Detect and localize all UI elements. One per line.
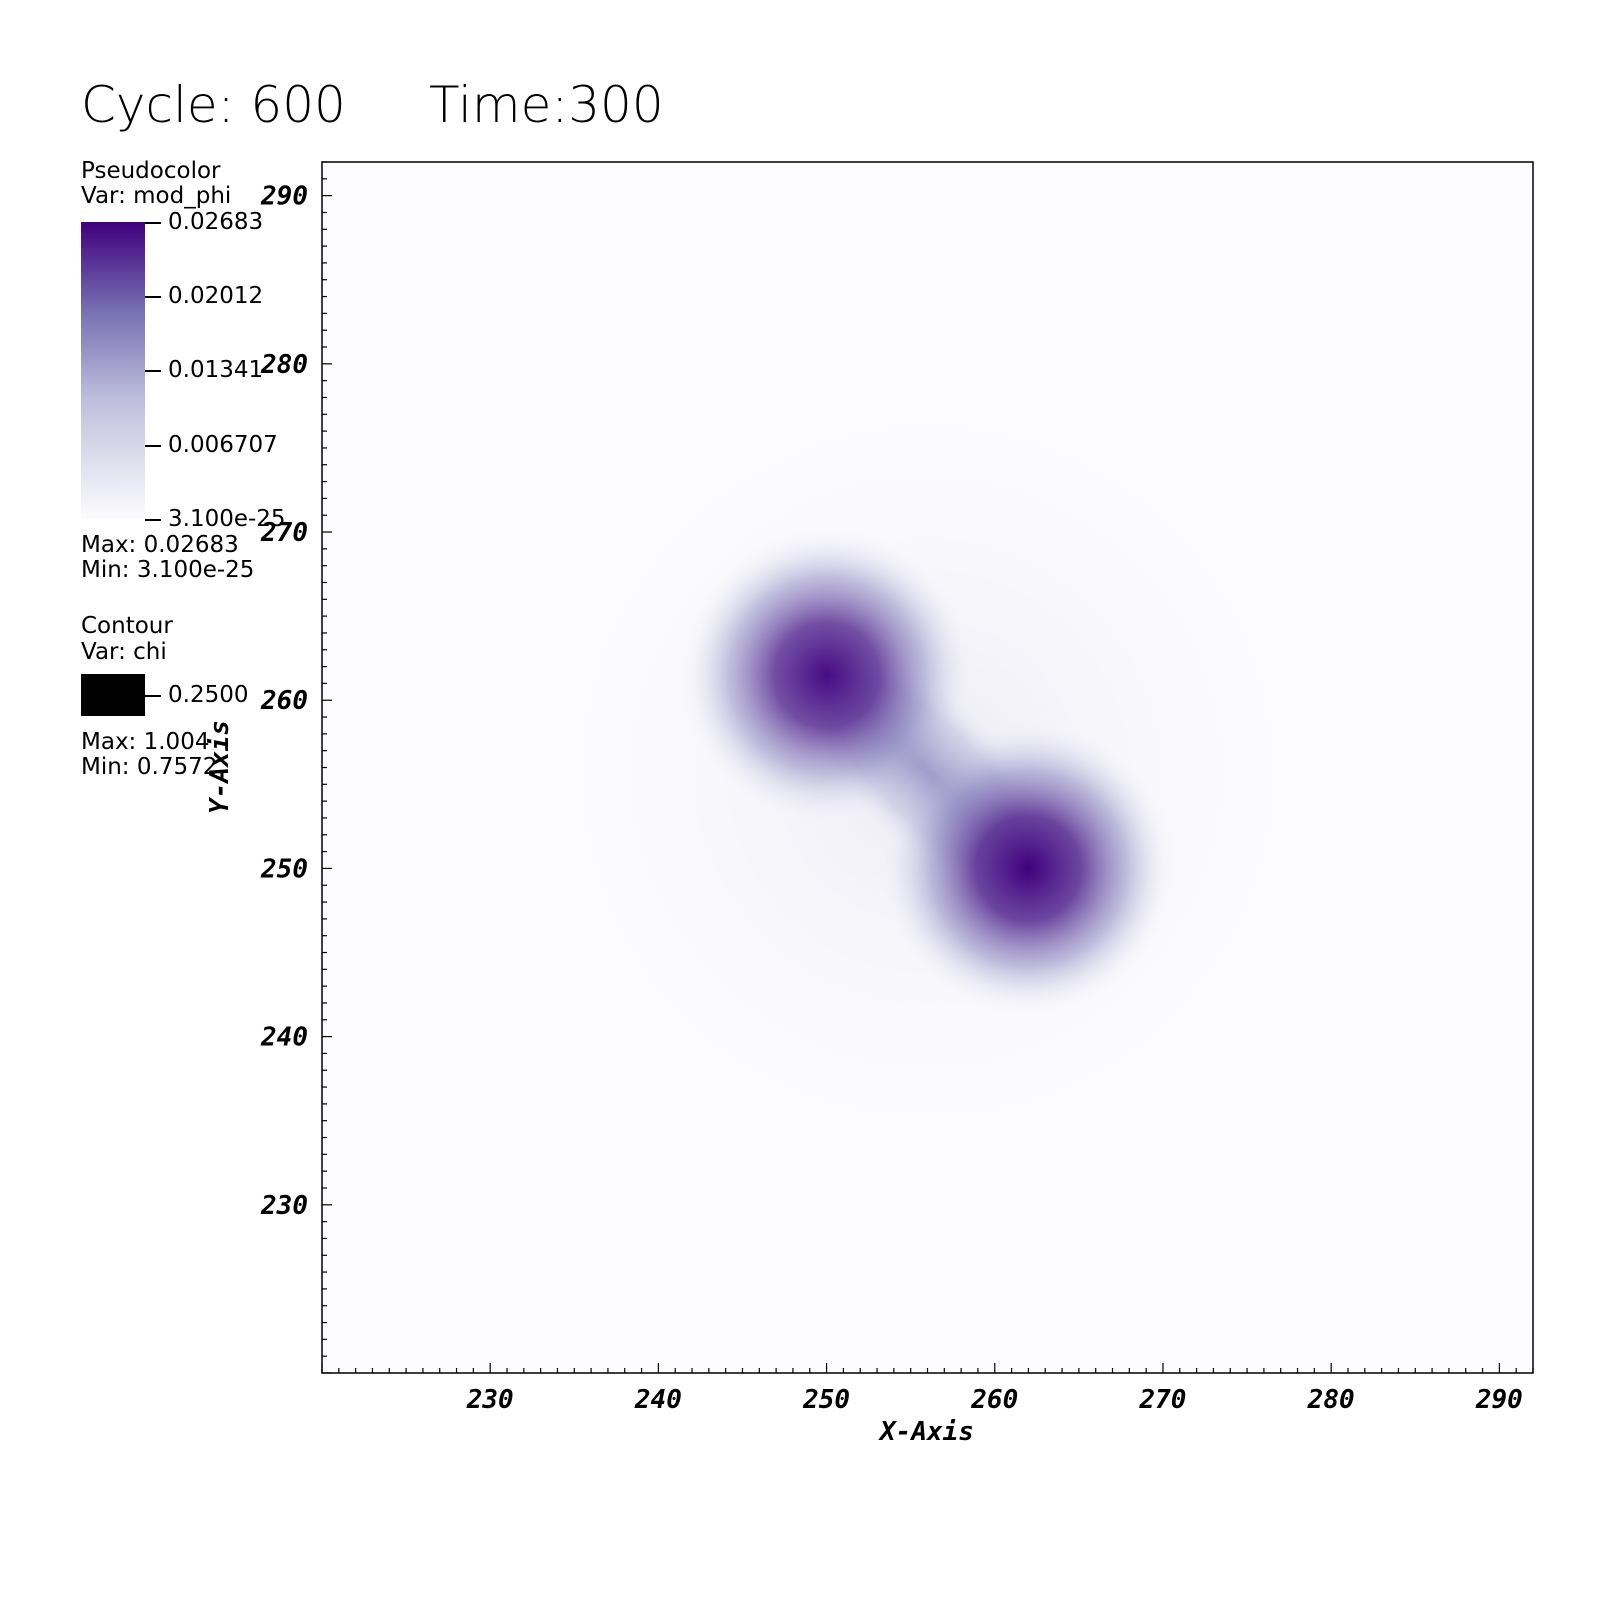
axes: 230 240 250 260 270 280 290 230 240 250 260 270 280 2… <box>260 161 1534 1415</box>
field-peak <box>878 718 1179 1019</box>
pseudocolor-min: Min: 3.100e-25 <box>81 557 255 583</box>
x-tick-label: 270 <box>1138 1385 1186 1415</box>
pseudocolor-legend-var: Var: mod_phi <box>81 183 232 209</box>
x-tick-label: 280 <box>1307 1385 1355 1415</box>
colorbar-tick-label: 0.01341 <box>168 357 264 383</box>
y-tick-label: 250 <box>260 854 308 884</box>
contour-level-label: 0.2500 <box>168 682 249 708</box>
contour-max: Max: 1.004 <box>81 729 210 755</box>
x-tick-label: 290 <box>1475 1385 1523 1415</box>
x-tick-label: 240 <box>634 1385 682 1415</box>
time-label: Time:300 <box>429 76 664 134</box>
contour-legend-var: Var: chi <box>81 639 167 665</box>
y-tick-label: 230 <box>260 1191 308 1221</box>
x-tick-label: 250 <box>802 1385 850 1415</box>
colorbar-tick-label: 3.100e-25 <box>168 506 286 532</box>
colorbar-tick-mark <box>145 445 161 447</box>
contour-swatch <box>81 674 145 716</box>
x-tick-label: 260 <box>970 1385 1018 1415</box>
y-tick-label: 290 <box>260 182 308 212</box>
contour-tick-mark <box>145 695 161 697</box>
colorbar-tick-label: 0.02683 <box>168 209 264 235</box>
field-heatmap <box>322 162 1533 1373</box>
y-tick-label: 270 <box>260 518 308 548</box>
y-axis-title: Y-Axis <box>205 720 235 814</box>
cycle-label: Cycle: 600 <box>81 76 346 134</box>
pseudocolor-legend-title: Pseudocolor <box>81 158 221 184</box>
colorbar-tick-mark <box>145 370 161 372</box>
colorbar-tick-label: 0.006707 <box>168 432 278 458</box>
y-tick-label: 240 <box>260 1023 308 1053</box>
x-axis-title: X-Axis <box>878 1417 974 1447</box>
colorbar-tick-label: 0.02012 <box>168 283 264 309</box>
colorbar-tick-mark <box>145 519 161 521</box>
pseudocolor-colorbar <box>81 222 145 519</box>
y-tick-label: 280 <box>260 350 308 380</box>
y-tick-label: 260 <box>260 686 308 716</box>
pseudocolor-max: Max: 0.02683 <box>81 532 239 558</box>
colorbar-tick-mark <box>145 296 161 298</box>
contour-legend-title: Contour <box>81 613 173 639</box>
field-peak <box>676 524 977 825</box>
contour-min: Min: 0.7572 <box>81 754 218 780</box>
colorbar-tick-mark <box>145 222 161 224</box>
x-tick-label: 230 <box>466 1385 514 1415</box>
